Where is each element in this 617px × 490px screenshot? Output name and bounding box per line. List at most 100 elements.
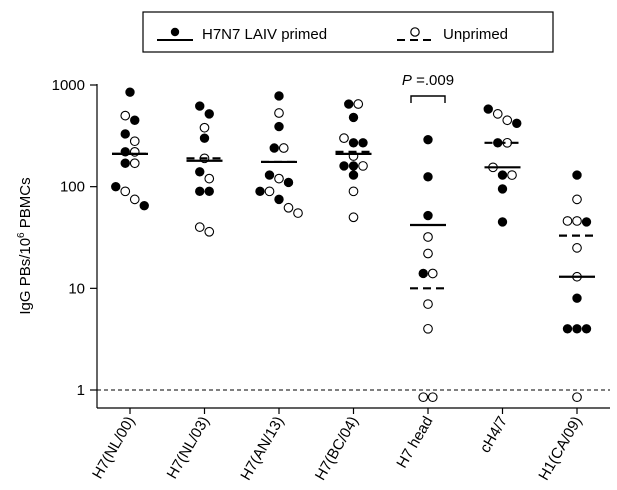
unprimed-data-point bbox=[293, 208, 303, 218]
y-axis-label-main: IgG PBs/10 bbox=[17, 238, 34, 315]
unprimed-data-point bbox=[562, 216, 573, 226]
unprimed-data-point bbox=[194, 222, 205, 232]
primed-data-point bbox=[497, 170, 508, 180]
primed-data-point bbox=[264, 170, 275, 180]
significance-bracket bbox=[410, 95, 446, 103]
primed-data-point bbox=[423, 210, 433, 221]
unprimed-data-point bbox=[572, 194, 582, 205]
legend-entry-unprimed: Unprimed bbox=[397, 26, 508, 43]
legend-open-marker bbox=[410, 27, 420, 37]
unprimed-data-point bbox=[348, 212, 359, 223]
y-tick-label: 10 bbox=[68, 280, 85, 297]
p-value-symbol: P bbox=[402, 72, 412, 89]
primed-data-point bbox=[195, 101, 205, 111]
y-tick-label: 1000 bbox=[52, 77, 85, 94]
unprimed-data-point bbox=[264, 186, 275, 197]
unprimed-data-point bbox=[418, 392, 429, 403]
unprimed-data-point bbox=[274, 173, 284, 184]
x-tick-label: H7(AN/13) bbox=[237, 414, 287, 484]
legend-box bbox=[142, 11, 554, 53]
x-tick-label: H7(NL/03) bbox=[164, 414, 213, 482]
unprimed-data-point bbox=[129, 194, 140, 205]
unprimed-data-point bbox=[353, 99, 364, 109]
primed-data-point bbox=[344, 99, 354, 109]
primed-data-point bbox=[512, 118, 522, 129]
primed-data-point bbox=[418, 268, 428, 279]
x-tick-label: H7(BC/04) bbox=[312, 414, 362, 484]
x-tick-label: H7 head bbox=[393, 414, 436, 472]
x-tick-label: H1(CA/09) bbox=[535, 414, 585, 484]
unprimed-data-point bbox=[283, 202, 294, 213]
primed-data-point bbox=[195, 186, 205, 197]
primed-data-point bbox=[283, 177, 294, 188]
unprimed-data-point bbox=[572, 216, 582, 226]
y-tick-label: 100 bbox=[60, 179, 85, 196]
p-value-label: P =.009 bbox=[402, 72, 454, 89]
primed-data-point bbox=[274, 91, 284, 101]
primed-data-point bbox=[581, 217, 592, 227]
primed-data-point bbox=[348, 138, 359, 148]
y-axis-label-superscript: 6 bbox=[16, 232, 27, 238]
primed-data-point bbox=[339, 161, 349, 171]
unprimed-data-point bbox=[427, 268, 438, 279]
unprimed-data-point bbox=[427, 392, 438, 403]
primed-data-point bbox=[125, 87, 135, 97]
primed-data-point bbox=[195, 167, 205, 177]
unprimed-data-point bbox=[129, 136, 140, 147]
primed-data-point bbox=[572, 170, 582, 180]
primed-data-point bbox=[274, 121, 284, 132]
unprimed-data-point bbox=[204, 173, 215, 184]
primed-data-point bbox=[120, 129, 130, 139]
y-axis-label-suffix: PBMCs bbox=[17, 177, 34, 232]
unprimed-data-point bbox=[278, 143, 289, 153]
unprimed-data-point bbox=[129, 158, 140, 169]
primed-data-point bbox=[497, 217, 508, 227]
primed-data-point bbox=[358, 138, 368, 148]
primed-data-point bbox=[572, 293, 582, 303]
primed-data-point bbox=[204, 186, 214, 197]
unprimed-data-point bbox=[358, 161, 368, 171]
primed-data-point bbox=[572, 324, 582, 334]
unprimed-data-point bbox=[120, 186, 131, 197]
primed-data-point bbox=[139, 200, 149, 211]
primed-data-point bbox=[204, 109, 214, 119]
unprimed-data-point bbox=[348, 186, 359, 197]
primed-data-point bbox=[130, 115, 140, 125]
primed-data-point bbox=[255, 186, 265, 197]
legend-label-unprimed: Unprimed bbox=[443, 26, 508, 43]
unprimed-data-point bbox=[204, 226, 215, 237]
median-lines bbox=[112, 141, 595, 290]
primed-data-point bbox=[483, 104, 493, 114]
primed-data-point bbox=[269, 143, 279, 153]
primed-data-point bbox=[497, 184, 508, 194]
primed-data-point bbox=[111, 181, 121, 192]
primed-data-point bbox=[199, 133, 210, 143]
legend-entry-primed: H7N7 LAIV primed bbox=[157, 26, 327, 43]
legend: H7N7 LAIV primed Unprimed bbox=[142, 11, 554, 53]
legend-filled-marker bbox=[170, 27, 180, 37]
annotations: P =.009 bbox=[402, 72, 454, 103]
unprimed-data-point bbox=[572, 243, 582, 253]
primed-data-point bbox=[348, 161, 359, 171]
y-axis-label: IgG PBs/106 PBMCs bbox=[16, 177, 34, 314]
unprimed-data-point bbox=[423, 323, 433, 334]
unprimed-data-point bbox=[502, 115, 513, 126]
data-points bbox=[111, 87, 592, 403]
primed-data-point bbox=[120, 158, 130, 168]
primed-data-point bbox=[423, 172, 433, 182]
unprimed-data-point bbox=[339, 133, 349, 144]
primed-data-point bbox=[562, 324, 573, 334]
y-tick-label: 1 bbox=[77, 382, 85, 399]
x-tick-label: H7(NL/00) bbox=[89, 414, 138, 482]
primed-data-point bbox=[348, 170, 359, 180]
primed-data-point bbox=[423, 134, 433, 145]
unprimed-data-point bbox=[507, 170, 517, 180]
unprimed-data-point bbox=[423, 248, 433, 259]
unprimed-data-point bbox=[274, 108, 284, 118]
unprimed-data-point bbox=[572, 392, 582, 403]
primed-data-point bbox=[581, 324, 592, 334]
primed-data-point bbox=[348, 112, 359, 123]
unprimed-data-point bbox=[423, 232, 433, 242]
unprimed-data-point bbox=[492, 109, 503, 119]
